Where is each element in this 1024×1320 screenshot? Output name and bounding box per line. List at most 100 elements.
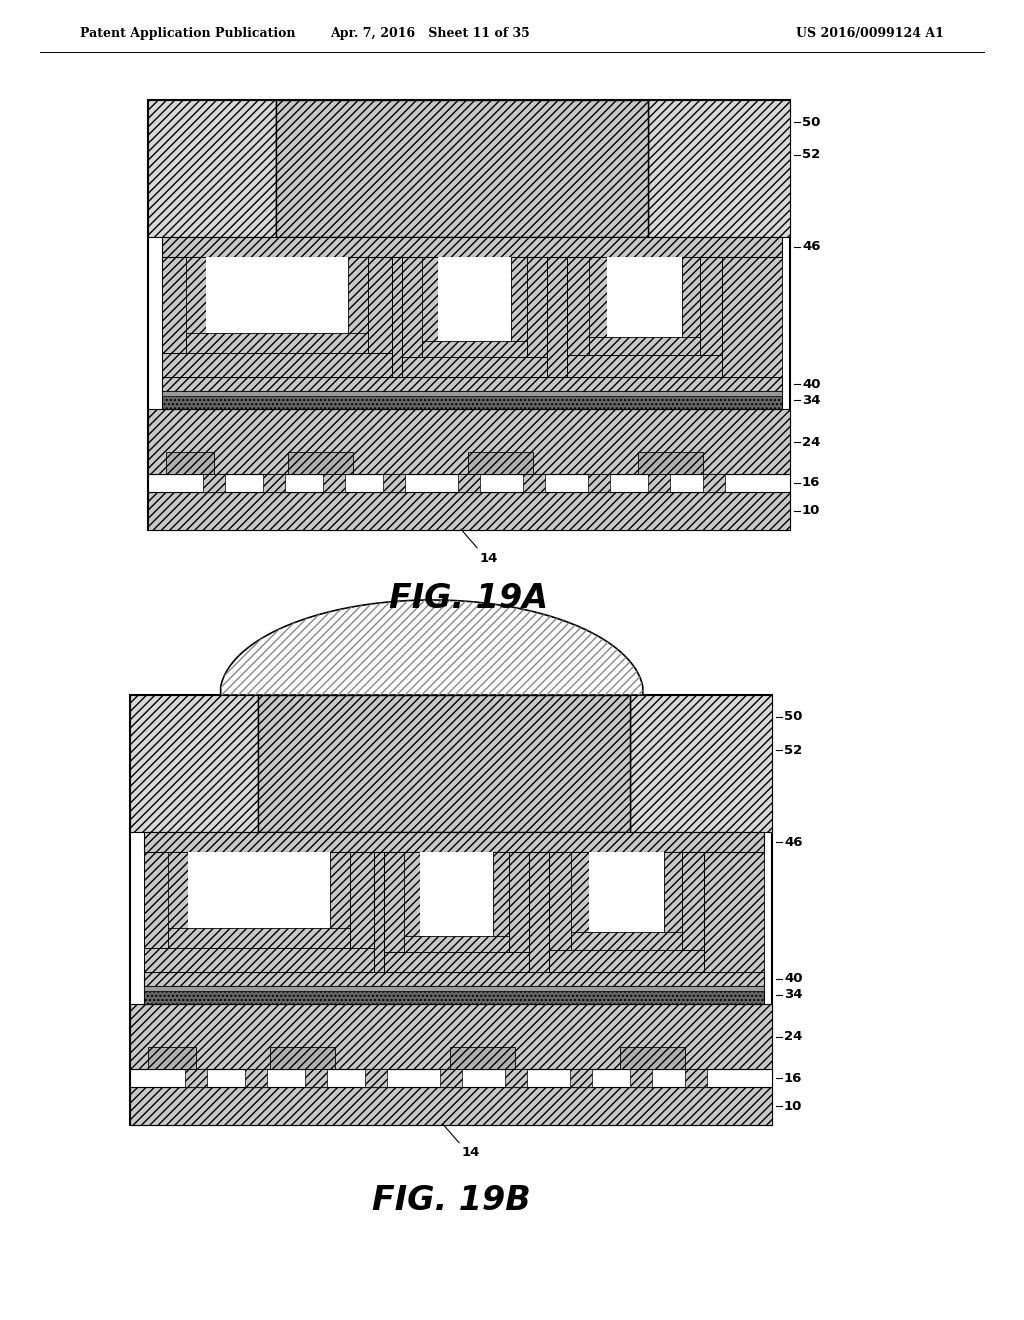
Bar [258, 696, 630, 832]
Text: 46: 46 [802, 240, 820, 253]
Bar [148, 1047, 196, 1069]
Bar [144, 972, 764, 986]
Text: FIG. 19A: FIG. 19A [389, 582, 549, 615]
Bar [148, 474, 790, 492]
Bar [682, 851, 705, 972]
Bar [664, 851, 682, 950]
Bar [607, 257, 682, 337]
Text: 52: 52 [802, 149, 820, 161]
Bar [682, 257, 700, 355]
Bar [404, 936, 509, 952]
Bar [422, 257, 438, 356]
Bar [589, 257, 607, 355]
Bar [206, 257, 348, 333]
Bar [511, 257, 527, 356]
Polygon shape [221, 601, 643, 696]
Bar [571, 851, 589, 950]
Bar [162, 378, 782, 391]
Text: 34: 34 [802, 393, 820, 407]
Bar [330, 851, 350, 948]
Bar [440, 1069, 462, 1086]
Text: 16: 16 [802, 477, 820, 490]
Bar [493, 851, 509, 952]
Bar [148, 100, 790, 531]
Bar [162, 257, 186, 378]
Text: 52: 52 [784, 743, 802, 756]
Bar [422, 257, 527, 356]
Bar [263, 474, 285, 492]
Bar [270, 1047, 335, 1069]
Bar [567, 257, 589, 378]
Bar [567, 355, 722, 378]
Bar [186, 257, 206, 352]
Text: Apr. 7, 2016   Sheet 11 of 35: Apr. 7, 2016 Sheet 11 of 35 [330, 26, 529, 40]
Bar [162, 352, 392, 378]
Bar [404, 851, 509, 952]
Bar [144, 986, 764, 1005]
Bar [549, 950, 705, 972]
Text: 50: 50 [784, 710, 803, 723]
Bar [203, 474, 225, 492]
Bar [402, 257, 422, 378]
Bar [589, 337, 700, 355]
Bar [402, 356, 547, 378]
Bar [148, 492, 790, 531]
Text: 40: 40 [784, 973, 803, 986]
Bar [547, 257, 567, 378]
Text: Patent Application Publication: Patent Application Publication [80, 26, 296, 40]
Bar [722, 257, 782, 378]
Bar [162, 391, 782, 396]
Text: 46: 46 [784, 836, 803, 849]
Bar [458, 474, 480, 492]
Bar [365, 1069, 387, 1086]
Bar [570, 1069, 592, 1086]
Bar [705, 851, 764, 972]
Bar [529, 851, 549, 972]
Text: 40: 40 [802, 378, 820, 391]
Bar [305, 1069, 327, 1086]
Bar [276, 100, 648, 238]
Bar [144, 948, 374, 972]
Bar [384, 952, 529, 972]
Text: 16: 16 [784, 1072, 803, 1085]
Bar [589, 257, 700, 355]
Bar [288, 451, 353, 474]
Bar [144, 832, 764, 851]
Text: 50: 50 [802, 116, 820, 128]
Bar [420, 851, 493, 936]
Text: 10: 10 [784, 1100, 803, 1113]
Bar [130, 1086, 772, 1125]
Bar [700, 257, 722, 378]
Bar [148, 409, 790, 474]
Bar [374, 851, 384, 972]
Bar [549, 851, 571, 972]
Bar [438, 257, 511, 341]
Bar [703, 474, 725, 492]
Bar [245, 1069, 267, 1086]
Bar [630, 1069, 652, 1086]
Bar [323, 474, 345, 492]
Text: 24: 24 [802, 436, 820, 449]
Text: 10: 10 [802, 504, 820, 517]
Bar [368, 257, 392, 378]
Bar [186, 333, 368, 352]
Bar [523, 474, 545, 492]
Bar [422, 341, 527, 356]
Bar [648, 474, 670, 492]
Bar [130, 1069, 772, 1086]
Bar [350, 851, 374, 972]
Bar [638, 451, 703, 474]
Text: 34: 34 [784, 989, 803, 1002]
Bar [144, 851, 168, 972]
Bar [685, 1069, 707, 1086]
Bar [384, 851, 404, 972]
Bar [404, 851, 420, 952]
Bar [589, 851, 664, 932]
Bar [185, 1069, 207, 1086]
Bar [509, 851, 529, 972]
Bar [468, 451, 534, 474]
Bar [130, 1005, 772, 1069]
Bar [188, 851, 330, 928]
Text: US 2016/0099124 A1: US 2016/0099124 A1 [796, 26, 944, 40]
Bar [588, 474, 610, 492]
